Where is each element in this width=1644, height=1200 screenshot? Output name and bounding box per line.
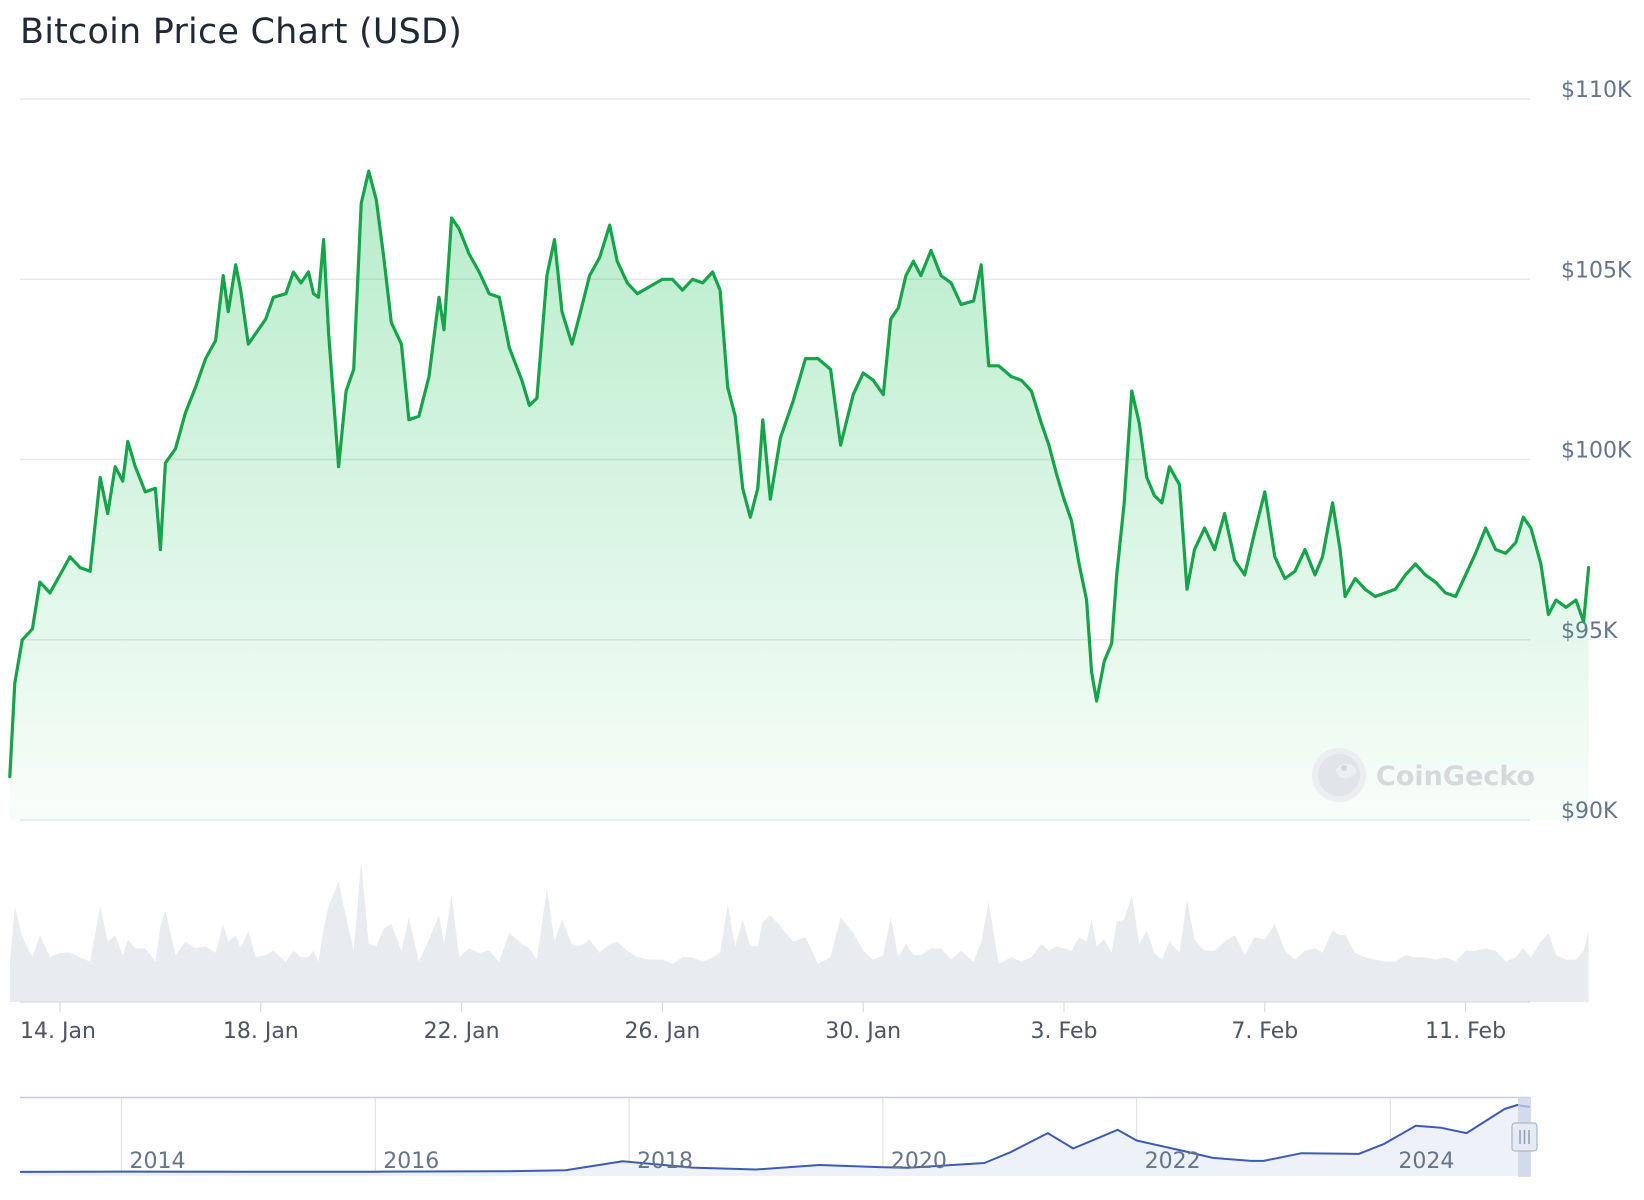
x-axis-label: 18. Jan [223,1019,299,1044]
price-series[interactable] [8,169,1591,821]
navigator-selection[interactable] [1511,1097,1538,1177]
x-axis-label: 14. Jan [20,1019,96,1044]
volume-area [9,861,1589,1003]
x-axis-label: 11. Feb [1425,1019,1506,1044]
navigator-year-label: 2018 [637,1149,693,1174]
navigator[interactable]: 2014 2016 2018 2020 2022 2024 [19,1096,1548,1177]
x-axis-label: 30. Jan [825,1019,901,1044]
chart-title: Bitcoin Price Chart (USD) [20,12,463,52]
navigator-year-label: 2022 [1145,1149,1201,1174]
navigator-series [19,1104,1531,1176]
x-axis-label: 7. Feb [1231,1019,1298,1044]
y-axis-label: $105K [1561,258,1632,283]
watermark-text: CoinGecko [1376,761,1535,792]
coingecko-watermark: CoinGecko [1312,748,1535,802]
y-axis-label: $110K [1561,78,1632,103]
navigator-area [20,1105,1530,1176]
volume-area-shape [9,861,1589,1002]
navigator-year-label: 2014 [130,1149,186,1174]
navigator-year-label: 2020 [891,1149,947,1174]
x-axis-label: 26. Jan [624,1019,700,1044]
price-area-fill [9,171,1589,821]
navigator-year-label: 2024 [1398,1149,1454,1174]
price-line[interactable] [8,169,1591,779]
navigator-year-labels: 2014 2016 2018 2020 2022 2024 [130,1149,1455,1174]
x-axis-label: 22. Jan [424,1019,500,1044]
navigator-line [19,1104,1531,1173]
gecko-logo-icon [1312,748,1366,802]
navigator-year-label: 2016 [383,1149,439,1174]
navigator-handle[interactable] [1511,1122,1538,1152]
y-axis-label: $100K [1561,439,1632,464]
x-axis-label: 3. Feb [1031,1019,1098,1044]
x-axis-labels: 14. Jan 18. Jan 22. Jan 26. Jan 30. Jan 3. Fe… [20,1002,1506,1044]
